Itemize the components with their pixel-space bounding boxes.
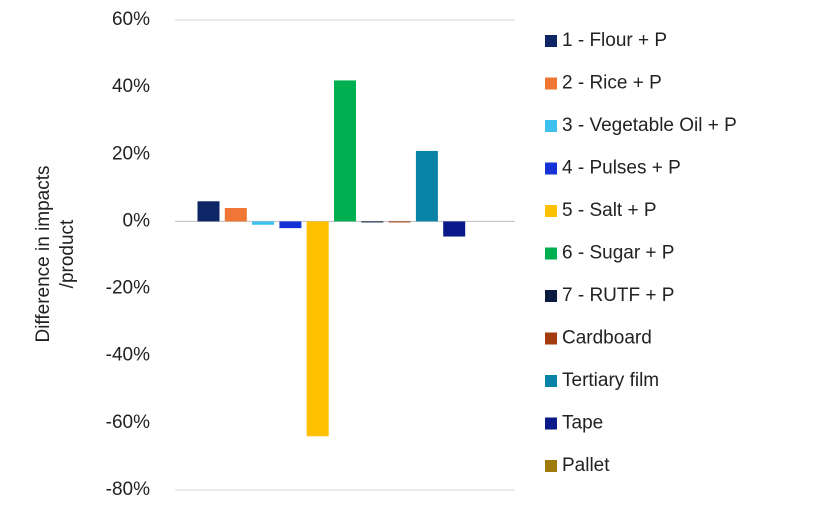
y-tick-label: 60%: [112, 9, 150, 30]
legend-label: 4 - Pulses + P: [562, 158, 681, 179]
legend-swatch: [545, 460, 557, 472]
y-tick-label: 20%: [112, 143, 150, 164]
bar: [197, 201, 220, 222]
y-tick-label: -40%: [106, 345, 150, 366]
legend-swatch: [545, 290, 557, 302]
bar: [388, 221, 411, 223]
bar: [306, 221, 329, 437]
bar: [224, 208, 247, 222]
bar: [279, 221, 302, 229]
y-tick-label: -60%: [106, 412, 150, 433]
y-axis-label: Difference in impacts: [33, 165, 54, 342]
bar: [415, 150, 438, 222]
legend-swatch: [545, 205, 557, 217]
y-tick-label: 0%: [123, 210, 151, 231]
y-axis-label: /product: [57, 219, 78, 288]
legend-swatch: [545, 247, 557, 260]
bar: [361, 221, 384, 223]
y-tick-label: -80%: [106, 479, 150, 500]
legend-label: 2 - Rice + P: [562, 73, 662, 94]
bar: [443, 221, 466, 237]
legend-swatch: [545, 35, 557, 47]
legend-swatch: [545, 120, 557, 132]
legend-label: Tape: [562, 413, 603, 434]
legend-swatch: [545, 162, 557, 175]
legend-label: 6 - Sugar + P: [562, 243, 674, 264]
y-tick-label: 40%: [112, 76, 150, 97]
legend-label: 7 - RUTF + P: [562, 285, 674, 306]
legend-swatch: [545, 332, 557, 345]
legend-label: 3 - Vegetable Oil + P: [562, 115, 737, 136]
legend-swatch: [545, 77, 557, 90]
legend-label: Cardboard: [562, 328, 652, 349]
legend-label: Pallet: [562, 455, 610, 476]
legend-label: 5 - Salt + P: [562, 200, 657, 221]
legend-label: Tertiary film: [562, 370, 659, 391]
bar: [252, 221, 275, 225]
bar: [334, 80, 356, 222]
y-tick-label: -20%: [106, 278, 150, 299]
legend-swatch: [545, 375, 557, 387]
legend-label: 1 - Flour + P: [562, 30, 667, 51]
legend-swatch: [545, 417, 557, 430]
